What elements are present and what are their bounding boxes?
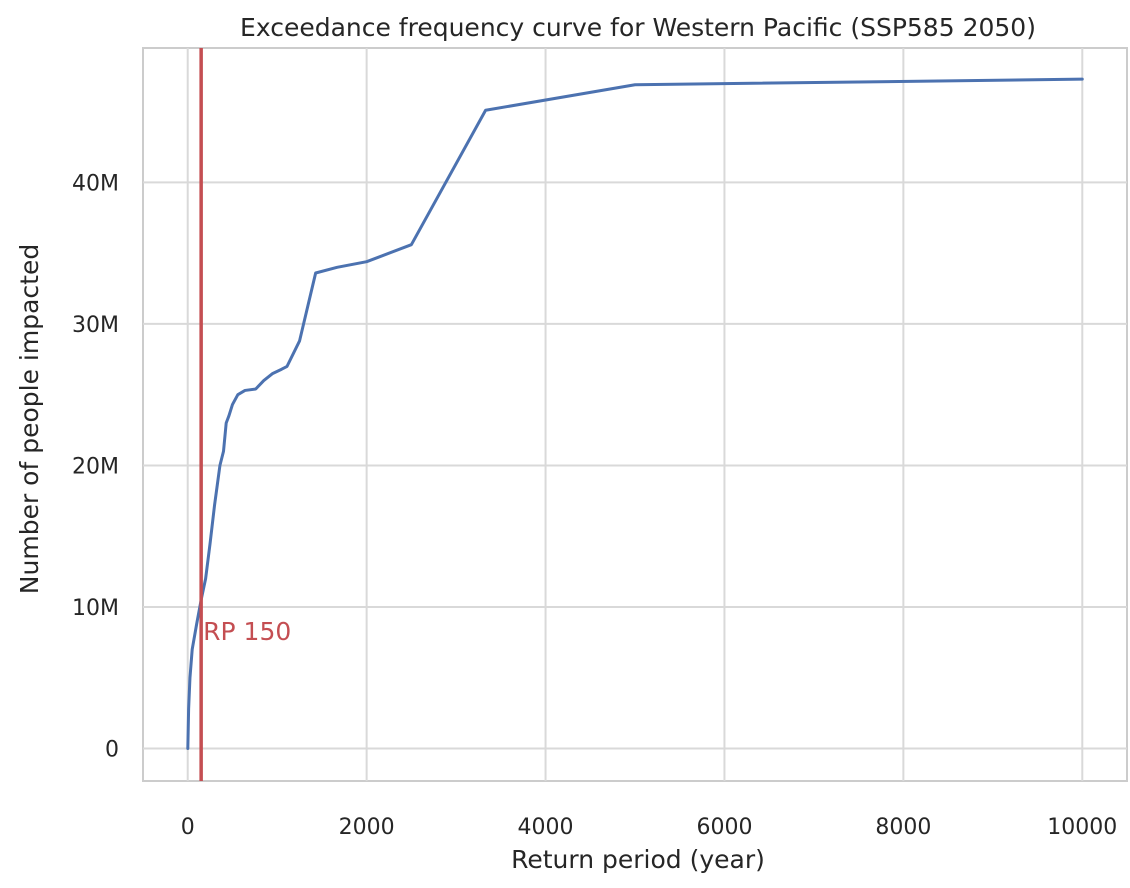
y-axis-label: Number of people impacted: [15, 244, 44, 594]
x-tick-label: 0: [181, 815, 195, 840]
x-tick-label: 2000: [339, 815, 395, 840]
plot-area: [142, 47, 1128, 782]
x-tick-label: 8000: [875, 815, 931, 840]
y-tick-label: 0: [105, 737, 119, 762]
tick-labels: 0 2000 4000 6000 8000 10000 0 10M 20M 30M 40M: [72, 171, 1117, 840]
grid: [143, 48, 1127, 781]
x-axis-label: Return period (year): [511, 845, 765, 874]
y-tick-label: 10M: [72, 596, 119, 621]
return-period-marker-label: RP 150: [203, 617, 291, 646]
y-tick-label: 30M: [72, 313, 119, 338]
x-tick-label: 10000: [1047, 815, 1117, 840]
y-tick-label: 20M: [72, 454, 119, 479]
x-tick-label: 4000: [518, 815, 574, 840]
y-tick-label: 40M: [72, 171, 119, 196]
chart-title: Exceedance frequency curve for Western P…: [240, 13, 1036, 42]
annotation-layer: RP 150: [199, 48, 291, 781]
x-tick-label: 6000: [696, 815, 752, 840]
